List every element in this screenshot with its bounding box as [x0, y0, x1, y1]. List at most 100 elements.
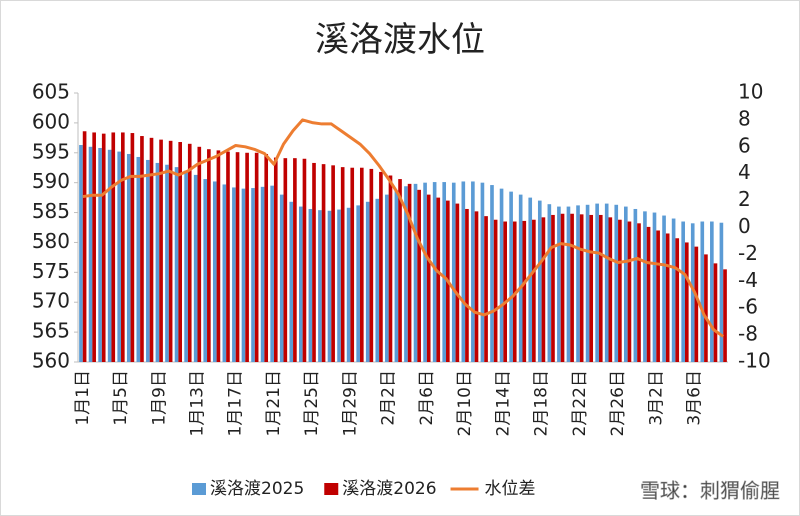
- x-tick-label: 2月10日: [455, 370, 475, 436]
- bar: [643, 211, 647, 362]
- y-tick-label: 595: [32, 139, 70, 163]
- bar: [369, 168, 374, 362]
- bar: [184, 170, 188, 362]
- bar: [337, 209, 341, 362]
- bar: [503, 221, 507, 362]
- bar: [417, 189, 421, 362]
- bar: [480, 182, 485, 362]
- bar: [499, 188, 504, 362]
- bar: [694, 246, 699, 362]
- legend-swatch: [192, 483, 206, 495]
- bar: [557, 206, 561, 362]
- y2-tick-label: -6: [738, 295, 758, 319]
- watermark: 雪球：刺猬偷腥: [640, 479, 780, 503]
- bar: [618, 219, 622, 362]
- legend-label: 水位差: [485, 479, 536, 499]
- bar: [614, 204, 619, 362]
- bar: [235, 152, 240, 362]
- y-tick-label: 590: [32, 169, 70, 193]
- bar: [197, 146, 202, 362]
- bar: [537, 200, 542, 362]
- x-tick-label: 1月1日: [73, 370, 93, 426]
- bar: [203, 179, 208, 362]
- x-tick-label: 1月5日: [111, 370, 131, 426]
- bar: [365, 201, 370, 362]
- bar: [222, 184, 227, 362]
- bar: [474, 211, 479, 362]
- y-tick-label: 570: [32, 289, 70, 313]
- bar: [308, 208, 313, 362]
- x-tick-label: 1月17日: [226, 370, 246, 436]
- x-tick-label: 2月18日: [532, 370, 552, 436]
- bar: [493, 219, 498, 362]
- bar: [646, 226, 651, 362]
- bar: [273, 157, 278, 362]
- bar: [111, 132, 116, 362]
- bar: [302, 158, 307, 362]
- bar: [700, 221, 705, 362]
- bar: [423, 182, 427, 362]
- bar: [675, 238, 680, 362]
- bar: [528, 197, 533, 362]
- bar: [226, 151, 230, 362]
- bar: [375, 198, 380, 362]
- bar: [356, 205, 360, 362]
- bar: [88, 146, 93, 362]
- bar: [451, 182, 456, 362]
- bar: [512, 221, 517, 362]
- bar: [155, 162, 160, 362]
- y2-tick-label: 2: [738, 187, 751, 211]
- bar: [254, 152, 259, 362]
- bar: [684, 242, 689, 362]
- y2-tick-label: 0: [738, 214, 751, 238]
- bar: [299, 206, 303, 362]
- y2-tick-label: -4: [738, 268, 758, 292]
- y2-tick-label: -2: [738, 241, 758, 265]
- bar: [522, 220, 527, 362]
- bar: [321, 164, 326, 362]
- bar: [436, 197, 441, 362]
- bar: [331, 165, 335, 362]
- bar: [241, 188, 246, 362]
- y2-tick-label: 10: [738, 80, 763, 104]
- bar: [598, 214, 603, 362]
- bar: [656, 230, 660, 362]
- legend-swatch: [324, 483, 339, 495]
- bar: [82, 131, 87, 362]
- x-tick-label: 2月22日: [570, 370, 590, 436]
- bar: [518, 194, 523, 362]
- bar: [566, 206, 571, 362]
- bar: [532, 219, 536, 362]
- bar: [713, 263, 718, 362]
- y-tick-label: 585: [32, 199, 70, 223]
- bar: [404, 186, 408, 362]
- bar: [346, 207, 351, 362]
- bar: [455, 203, 460, 362]
- bar: [312, 162, 316, 362]
- bar: [359, 167, 364, 362]
- bar: [589, 214, 594, 362]
- bar: [159, 139, 163, 362]
- bar: [279, 194, 284, 362]
- bar: [465, 208, 469, 362]
- bar: [117, 151, 122, 362]
- bar: [79, 145, 83, 362]
- bar: [385, 194, 389, 362]
- bar: [98, 147, 102, 362]
- bar: [149, 137, 154, 362]
- line: [82, 118, 725, 338]
- x-tick-label: 1月25日: [302, 370, 322, 436]
- y-tick-label: 565: [32, 319, 70, 343]
- bar: [394, 190, 399, 362]
- bar: [541, 217, 546, 362]
- bar: [407, 183, 412, 362]
- bar: [461, 181, 466, 362]
- bar: [130, 133, 135, 362]
- bar: [547, 204, 552, 362]
- x-tick-label: 2月26日: [608, 370, 628, 436]
- bar: [121, 132, 125, 362]
- bar: [560, 213, 565, 362]
- bar: [608, 217, 613, 362]
- y2-tick-label: 4: [738, 160, 751, 184]
